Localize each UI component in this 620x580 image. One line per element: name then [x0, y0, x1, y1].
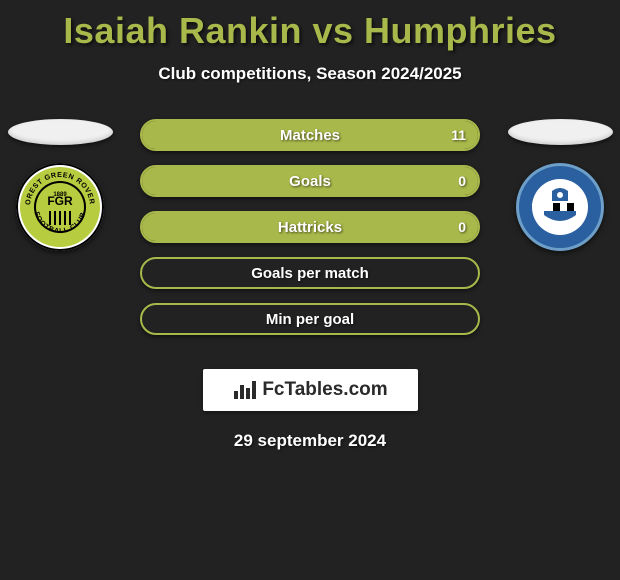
eastleigh-fc-crest-icon: EASTLEIGH F.C.	[516, 163, 604, 251]
logo-text: FcTables.com	[262, 379, 387, 401]
right-player-column: EASTLEIGH F.C.	[500, 119, 620, 251]
stat-label: Goals	[289, 173, 331, 190]
left-player-column: FOREST GREEN ROVERS FOOTBALL CLUB FGR 18…	[0, 119, 120, 251]
forest-green-rovers-crest-icon: FOREST GREEN ROVERS FOOTBALL CLUB FGR 18…	[16, 163, 104, 251]
right-club-crest: EASTLEIGH F.C.	[516, 163, 604, 251]
date-text: 29 september 2024	[0, 431, 620, 451]
stat-value-right: 0	[458, 173, 466, 189]
svg-text:1889: 1889	[53, 192, 67, 198]
stat-label: Min per goal	[266, 311, 354, 328]
stat-row: Goals per match	[140, 257, 480, 289]
stat-label: Goals per match	[251, 265, 369, 282]
stat-row: Matches 11	[140, 119, 480, 151]
stat-label: Matches	[280, 127, 340, 144]
stat-value-right: 0	[458, 219, 466, 235]
left-club-crest: FOREST GREEN ROVERS FOOTBALL CLUB FGR 18…	[16, 163, 104, 251]
stat-value-right: 11	[451, 127, 466, 143]
stat-row: Min per goal	[140, 303, 480, 335]
stats-list: Matches 11 Goals 0 Hattricks 0 Goals per match…	[140, 119, 480, 335]
stat-label: Hattricks	[278, 219, 342, 236]
comparison-area: FOREST GREEN ROVERS FOOTBALL CLUB FGR 18…	[0, 119, 620, 349]
fctables-logo: FcTables.com	[203, 369, 418, 411]
stat-row: Goals 0	[140, 165, 480, 197]
bar-chart-icon	[232, 379, 258, 401]
right-player-photo-placeholder	[508, 119, 613, 145]
stat-row: Hattricks 0	[140, 211, 480, 243]
page-title: Isaiah Rankin vs Humphries	[0, 0, 620, 52]
left-player-photo-placeholder	[8, 119, 113, 145]
subtitle: Club competitions, Season 2024/2025	[0, 64, 620, 84]
